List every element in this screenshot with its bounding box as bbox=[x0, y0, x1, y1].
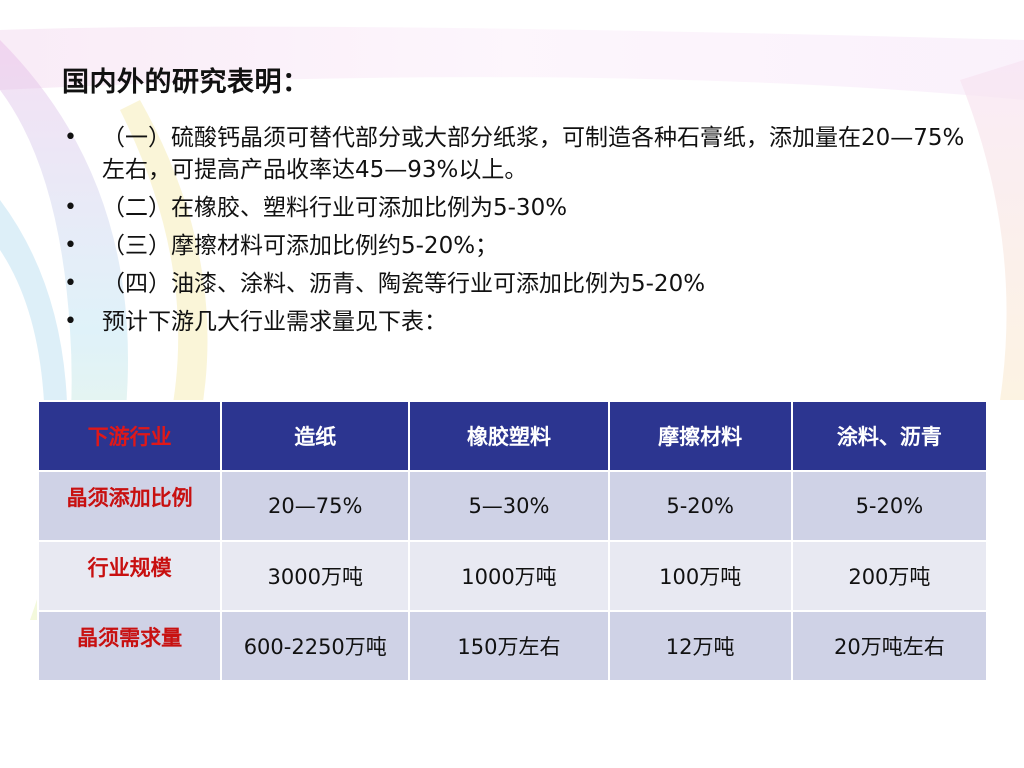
table-cell: 5-20% bbox=[790, 470, 989, 542]
bullet-item: • （三）摩擦材料可添加比例约5-20%； bbox=[62, 230, 972, 262]
table-row: 晶须需求量 600-2250万吨 150万左右 12万吨 20万吨左右 bbox=[36, 610, 989, 682]
bullet-text: （三）摩擦材料可添加比例约5-20%； bbox=[102, 233, 499, 259]
bullet-item: • 预计下游几大行业需求量见下表： bbox=[62, 306, 972, 338]
table-cell: 150万左右 bbox=[408, 610, 610, 682]
header-friction-material: 摩擦材料 bbox=[607, 400, 793, 472]
header-coating-asphalt: 涂料、沥青 bbox=[790, 400, 989, 472]
row-label: 晶须需求量 bbox=[36, 610, 223, 682]
bullet-dot: • bbox=[64, 195, 77, 220]
slide-title: 国内外的研究表明： bbox=[62, 67, 310, 98]
row-label: 晶须添加比例 bbox=[36, 470, 223, 542]
table-cell: 100万吨 bbox=[607, 540, 793, 612]
row-label: 行业规模 bbox=[36, 540, 223, 612]
table-row: 晶须添加比例 20—75% 5—30% 5-20% 5-20% bbox=[36, 470, 989, 542]
table-cell: 20万吨左右 bbox=[790, 610, 989, 682]
bullet-text: （二）在橡胶、塑料行业可添加比例为5-30% bbox=[102, 195, 568, 221]
demand-table-container: 下游行业 造纸 橡胶塑料 摩擦材料 涂料、沥青 晶须添加比例 20—75% 5—… bbox=[36, 400, 989, 682]
bullet-dot: • bbox=[64, 125, 77, 150]
bullet-item: • （二）在橡胶、塑料行业可添加比例为5-30% bbox=[62, 192, 972, 224]
table-cell: 5-20% bbox=[607, 470, 793, 542]
bullet-dot: • bbox=[64, 271, 77, 296]
table-cell: 600-2250万吨 bbox=[220, 610, 411, 682]
table-cell: 5—30% bbox=[408, 470, 610, 542]
bullet-text: （一）硫酸钙晶须可替代部分或大部分纸浆，可制造各种石膏纸，添加量在20—75%左… bbox=[102, 125, 965, 183]
bullet-item: • （四）油漆、涂料、沥青、陶瓷等行业可添加比例为5-20% bbox=[62, 268, 972, 300]
header-rubber-plastic: 橡胶塑料 bbox=[408, 400, 610, 472]
demand-table: 下游行业 造纸 橡胶塑料 摩擦材料 涂料、沥青 晶须添加比例 20—75% 5—… bbox=[36, 400, 989, 682]
table-row: 行业规模 3000万吨 1000万吨 100万吨 200万吨 bbox=[36, 540, 989, 612]
bullet-text: （四）油漆、涂料、沥青、陶瓷等行业可添加比例为5-20% bbox=[102, 271, 706, 297]
table-cell: 3000万吨 bbox=[220, 540, 411, 612]
table-cell: 1000万吨 bbox=[408, 540, 610, 612]
header-industry: 下游行业 bbox=[36, 400, 223, 472]
bullet-item: • （一）硫酸钙晶须可替代部分或大部分纸浆，可制造各种石膏纸，添加量在20—75%… bbox=[62, 122, 972, 186]
bullet-text: 预计下游几大行业需求量见下表： bbox=[102, 309, 447, 335]
bullet-list: • （一）硫酸钙晶须可替代部分或大部分纸浆，可制造各种石膏纸，添加量在20—75%… bbox=[62, 122, 972, 344]
bullet-dot: • bbox=[64, 233, 77, 258]
header-papermaking: 造纸 bbox=[220, 400, 411, 472]
table-header-row: 下游行业 造纸 橡胶塑料 摩擦材料 涂料、沥青 bbox=[36, 400, 989, 472]
table-cell: 200万吨 bbox=[790, 540, 989, 612]
table-cell: 20—75% bbox=[220, 470, 411, 542]
table-cell: 12万吨 bbox=[607, 610, 793, 682]
bullet-dot: • bbox=[64, 309, 77, 334]
